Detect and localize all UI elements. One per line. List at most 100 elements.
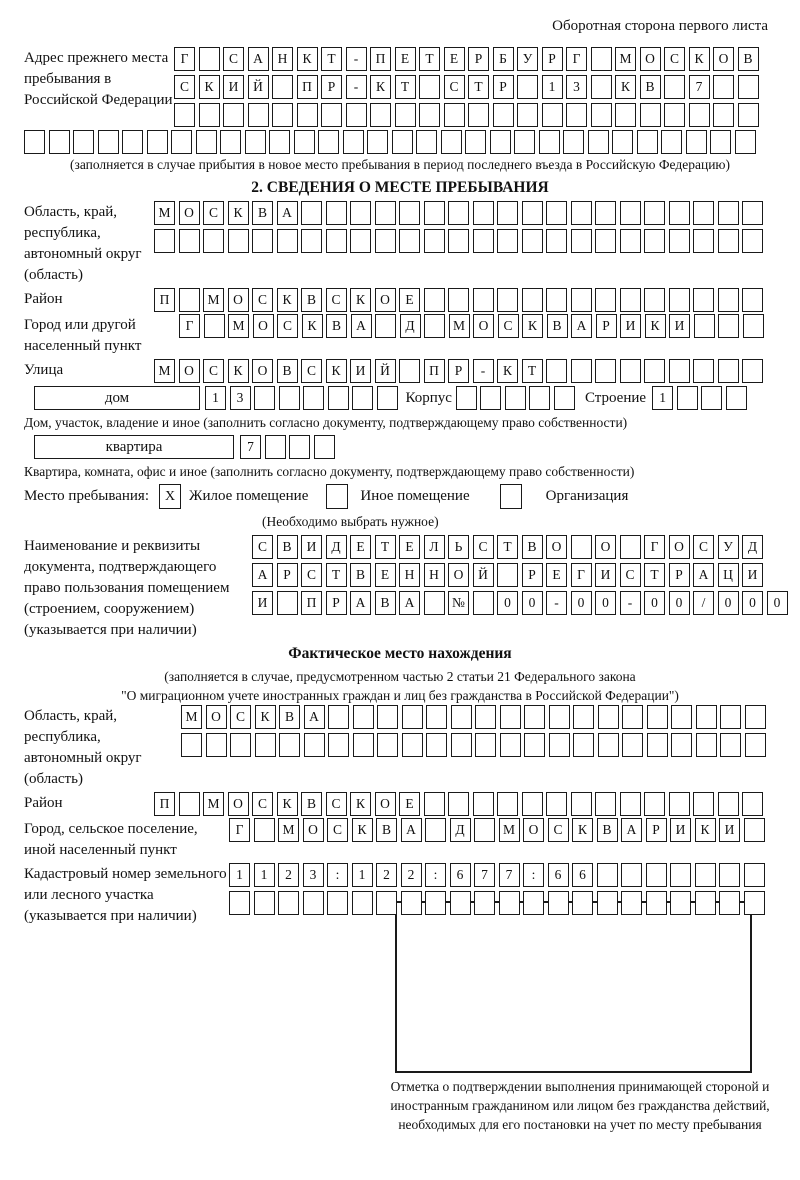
char-box[interactable]: И [742, 563, 763, 587]
char-box[interactable]: О [374, 288, 396, 312]
char-box[interactable] [644, 359, 665, 383]
char-box[interactable] [548, 705, 570, 729]
char-box[interactable] [376, 386, 398, 410]
char-box[interactable] [671, 705, 692, 729]
char-box[interactable] [685, 130, 707, 154]
char-box[interactable] [489, 130, 511, 154]
char-box[interactable] [538, 130, 560, 154]
char-box[interactable]: И [252, 591, 273, 615]
char-box[interactable]: П [423, 359, 445, 383]
char-box[interactable]: - [472, 359, 494, 383]
char-box[interactable]: 3 [229, 386, 251, 410]
char-box[interactable] [399, 229, 420, 253]
char-box[interactable] [695, 733, 717, 757]
char-box[interactable]: С [252, 792, 273, 816]
char-box[interactable]: М [181, 705, 202, 729]
char-box[interactable] [272, 75, 293, 99]
char-box[interactable] [570, 535, 592, 559]
char-box[interactable] [517, 103, 538, 127]
char-box[interactable] [198, 47, 220, 71]
char-box[interactable]: С [547, 818, 569, 842]
char-box[interactable]: О [473, 314, 494, 338]
char-box[interactable] [472, 792, 494, 816]
char-box[interactable] [514, 130, 535, 154]
char-box[interactable] [301, 229, 322, 253]
char-box[interactable]: А [247, 47, 269, 71]
char-box[interactable]: К [227, 201, 249, 225]
char-box[interactable]: М [203, 288, 224, 312]
char-box[interactable]: 0 [521, 591, 543, 615]
char-box[interactable]: С [203, 359, 224, 383]
char-box[interactable] [472, 591, 494, 615]
char-box[interactable] [352, 733, 374, 757]
char-box[interactable] [377, 705, 398, 729]
char-box[interactable] [174, 103, 195, 127]
char-box[interactable] [423, 229, 445, 253]
char-box[interactable]: К [301, 314, 323, 338]
char-box[interactable] [587, 130, 609, 154]
char-box[interactable]: К [296, 47, 318, 71]
char-box[interactable] [264, 435, 286, 459]
char-box[interactable]: С [693, 535, 714, 559]
char-box[interactable]: К [497, 359, 518, 383]
char-box[interactable] [546, 359, 567, 383]
char-box[interactable]: Р [325, 591, 347, 615]
char-box[interactable]: Р [321, 75, 342, 99]
char-box[interactable]: Т [419, 47, 440, 71]
char-box[interactable] [566, 103, 587, 127]
char-box[interactable] [563, 130, 584, 154]
char-box[interactable]: С [174, 75, 195, 99]
char-box[interactable] [645, 863, 667, 887]
char-box[interactable] [701, 386, 723, 410]
char-box[interactable] [498, 891, 520, 915]
char-box[interactable] [743, 891, 765, 915]
char-box[interactable] [253, 891, 275, 915]
char-box[interactable]: К [350, 792, 371, 816]
char-box[interactable]: С [497, 314, 519, 338]
char-box[interactable] [48, 130, 70, 154]
char-box[interactable] [327, 386, 349, 410]
char-box[interactable] [668, 288, 690, 312]
char-box[interactable]: О [448, 563, 469, 587]
char-box[interactable] [668, 229, 690, 253]
char-box[interactable] [296, 103, 318, 127]
char-box[interactable] [744, 733, 766, 757]
char-box[interactable] [744, 705, 766, 729]
char-box[interactable]: К [254, 705, 276, 729]
char-box[interactable] [595, 201, 616, 225]
char-box[interactable]: О [178, 201, 200, 225]
char-box[interactable] [725, 386, 747, 410]
char-box[interactable] [303, 386, 324, 410]
char-box[interactable] [195, 130, 217, 154]
char-box[interactable]: Р [492, 75, 514, 99]
char-box[interactable]: А [399, 591, 420, 615]
char-box[interactable] [492, 103, 514, 127]
char-box[interactable]: 0 [742, 591, 763, 615]
char-box[interactable] [301, 201, 322, 225]
char-box[interactable] [448, 288, 469, 312]
char-box[interactable] [742, 314, 764, 338]
char-box[interactable] [73, 130, 94, 154]
char-box[interactable]: 3 [302, 863, 324, 887]
char-box[interactable] [423, 591, 445, 615]
char-box[interactable]: К [276, 792, 298, 816]
char-box[interactable]: А [350, 591, 371, 615]
char-box[interactable]: 7 [688, 75, 710, 99]
char-box[interactable] [178, 288, 200, 312]
char-box[interactable]: 0 [595, 591, 616, 615]
checkbox-other-premises[interactable] [326, 484, 349, 509]
char-box[interactable] [440, 130, 462, 154]
char-box[interactable]: К [351, 818, 373, 842]
char-box[interactable] [644, 201, 665, 225]
char-box[interactable] [342, 130, 364, 154]
char-box[interactable] [737, 103, 759, 127]
char-box[interactable]: П [154, 792, 175, 816]
char-box[interactable] [244, 130, 266, 154]
char-box[interactable] [472, 201, 494, 225]
char-box[interactable] [596, 863, 618, 887]
char-box[interactable] [401, 733, 423, 757]
char-box[interactable] [394, 103, 416, 127]
char-box[interactable] [622, 705, 643, 729]
char-box[interactable] [717, 201, 739, 225]
char-box[interactable] [400, 891, 422, 915]
